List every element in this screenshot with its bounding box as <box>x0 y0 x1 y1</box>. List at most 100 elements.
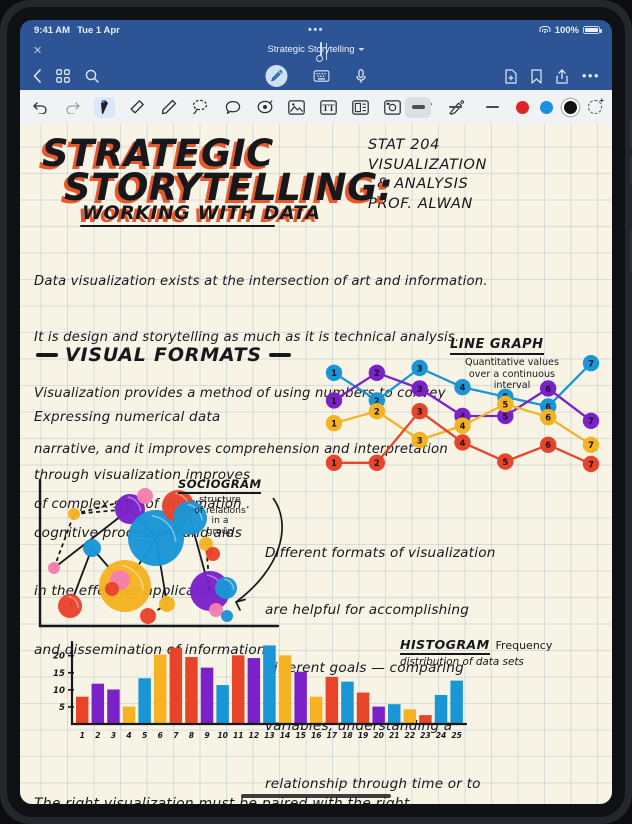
course-name-2: & ANALYSIS <box>377 175 469 192</box>
stroke-width-thick[interactable] <box>405 96 431 118</box>
histogram-svg: 1 2 3 4 5 6 7 8 9 10 11 12 13 14 15 16 17 18 19 20 21 22 23 24 2… <box>53 640 468 740</box>
svg-text:20: 20 <box>53 652 65 662</box>
hist-caption-2: distribution of data sets <box>400 656 524 668</box>
lasso-select-icon[interactable] <box>190 97 211 118</box>
status-center-dots: ••• <box>307 24 325 36</box>
note-canvas[interactable]: STRATEGIC STORYTELLING: WORKING WITH DAT… <box>20 124 612 804</box>
sociogram-svg <box>38 478 283 628</box>
keyboard-icon[interactable] <box>313 70 330 82</box>
svg-text:4: 4 <box>460 383 466 393</box>
battery-percent: 100% <box>554 24 579 36</box>
hist-caption-1: Frequency <box>495 639 553 652</box>
document-title: Strategic Storytelling <box>267 44 355 55</box>
redo-icon[interactable] <box>62 97 83 118</box>
comment-icon[interactable] <box>222 97 243 118</box>
svg-text:5: 5 <box>502 457 508 467</box>
professor-name: PROF. ALWAN <box>368 194 473 212</box>
line-graph-chart: 1234567123456712345671234567 <box>320 348 605 488</box>
thumbnail-grid-icon[interactable] <box>56 69 70 83</box>
power-button[interactable] <box>630 230 632 272</box>
soc-caption-1: structure <box>199 494 241 505</box>
svg-text:5: 5 <box>59 703 65 713</box>
course-code: STAT 204 <box>368 136 440 153</box>
app-screen: 9:41 AM Tue 1 Apr ••• 100% ✕ Strategic S… <box>20 20 612 804</box>
undo-icon[interactable] <box>30 97 51 118</box>
split-view-icon[interactable] <box>320 42 334 61</box>
svg-text:16: 16 <box>311 731 322 740</box>
title-subtitle: WORKING WITH DATA <box>79 202 321 227</box>
screenshot-icon[interactable] <box>350 97 371 118</box>
line-graph-caption: Quantitative values over a continuous in… <box>450 357 574 392</box>
line-graph-title: LINE GRAPH <box>450 337 544 355</box>
line-graph-svg: 1234567123456712345671234567 <box>325 354 600 473</box>
microphone-icon[interactable] <box>356 68 367 84</box>
camera-icon[interactable] <box>382 97 403 118</box>
svg-text:10: 10 <box>217 731 228 740</box>
text-box-icon[interactable]: TT <box>318 97 339 118</box>
intro-line-3: Visualization provides a method of using… <box>34 385 446 401</box>
svg-text:5: 5 <box>142 731 147 740</box>
image-icon[interactable] <box>286 97 307 118</box>
svg-text:3: 3 <box>417 384 423 394</box>
nav-right-group: ••• <box>505 62 600 90</box>
intro-line-2: It is design and storytelling as much as… <box>34 329 460 345</box>
stroke-width-thin[interactable] <box>479 97 505 118</box>
sociogram-title-block: SOCIOGRAM structure of relations in a gr… <box>178 475 278 537</box>
svg-text:3: 3 <box>417 407 423 417</box>
add-page-icon[interactable] <box>505 68 517 84</box>
color-swatch-red[interactable] <box>516 100 529 114</box>
chevron-down-icon[interactable] <box>358 48 365 51</box>
back-chevron-icon[interactable] <box>33 69 41 83</box>
p3-line-1: Different formats of visualization <box>265 544 496 561</box>
eraser-icon[interactable] <box>126 97 147 118</box>
volume-down-button[interactable] <box>630 156 632 184</box>
stroke-width-medium[interactable] <box>442 97 468 118</box>
tab-bar: ✕ Strategic Storytelling <box>20 40 612 62</box>
color-swatch-black[interactable] <box>564 100 577 114</box>
search-icon[interactable] <box>85 69 99 83</box>
add-color-icon[interactable] <box>588 96 604 114</box>
pen-icon[interactable] <box>94 96 115 118</box>
volume-up-button[interactable] <box>630 120 632 148</box>
svg-text:4: 4 <box>460 411 466 421</box>
svg-text:23: 23 <box>420 731 431 740</box>
soc-caption-2: of relations <box>194 504 246 516</box>
soc-caption-3: in a <box>211 515 229 527</box>
intro-line-1: Data visualization exists at the interse… <box>34 274 488 290</box>
histogram-title: HISTOGRAM <box>400 637 490 655</box>
svg-text:4: 4 <box>460 421 466 431</box>
share-icon[interactable] <box>556 68 568 84</box>
nav-left-group <box>33 62 99 90</box>
section-heading-label: VISUAL FORMATS <box>65 344 262 366</box>
markup-pen-icon[interactable] <box>265 65 288 87</box>
svg-text:13: 13 <box>264 731 275 740</box>
svg-text:10: 10 <box>53 686 65 696</box>
svg-text:18: 18 <box>342 731 353 740</box>
markup-tools-group: TT <box>30 90 467 124</box>
pencil-icon[interactable] <box>158 97 179 118</box>
color-swatch-blue[interactable] <box>540 100 553 114</box>
closing-line-1: The right visualization must be paired w… <box>34 796 410 804</box>
close-tab-button[interactable]: ✕ <box>33 45 43 57</box>
navigation-toolbar: ••• <box>20 62 612 90</box>
sociogram-caption: structure of relations in a group <box>178 494 262 537</box>
bookmark-icon[interactable] <box>531 68 542 84</box>
status-bar-left: 9:41 AM Tue 1 Apr <box>34 25 120 36</box>
document-tab[interactable]: Strategic Storytelling <box>267 44 365 55</box>
sticker-icon[interactable] <box>254 97 275 118</box>
p2-line-1: Expressing numerical data <box>34 408 221 425</box>
svg-text:11: 11 <box>233 731 244 740</box>
svg-text:2: 2 <box>374 368 380 378</box>
svg-text:24: 24 <box>436 731 447 740</box>
soc-caption-4: group <box>206 525 234 537</box>
more-ellipsis-icon[interactable]: ••• <box>581 68 600 83</box>
p3-line-2: are helpful for accomplishing <box>265 602 470 619</box>
svg-text:6: 6 <box>158 731 164 740</box>
highlighter-icon[interactable] <box>446 97 467 118</box>
markup-toolbar: TT <box>20 90 612 124</box>
svg-text:12: 12 <box>249 731 260 740</box>
home-indicator[interactable] <box>241 794 391 798</box>
svg-text:6: 6 <box>545 402 551 412</box>
svg-text:5: 5 <box>502 411 508 421</box>
line-graph-title-block: LINE GRAPH Quantitative values over a co… <box>450 335 574 392</box>
